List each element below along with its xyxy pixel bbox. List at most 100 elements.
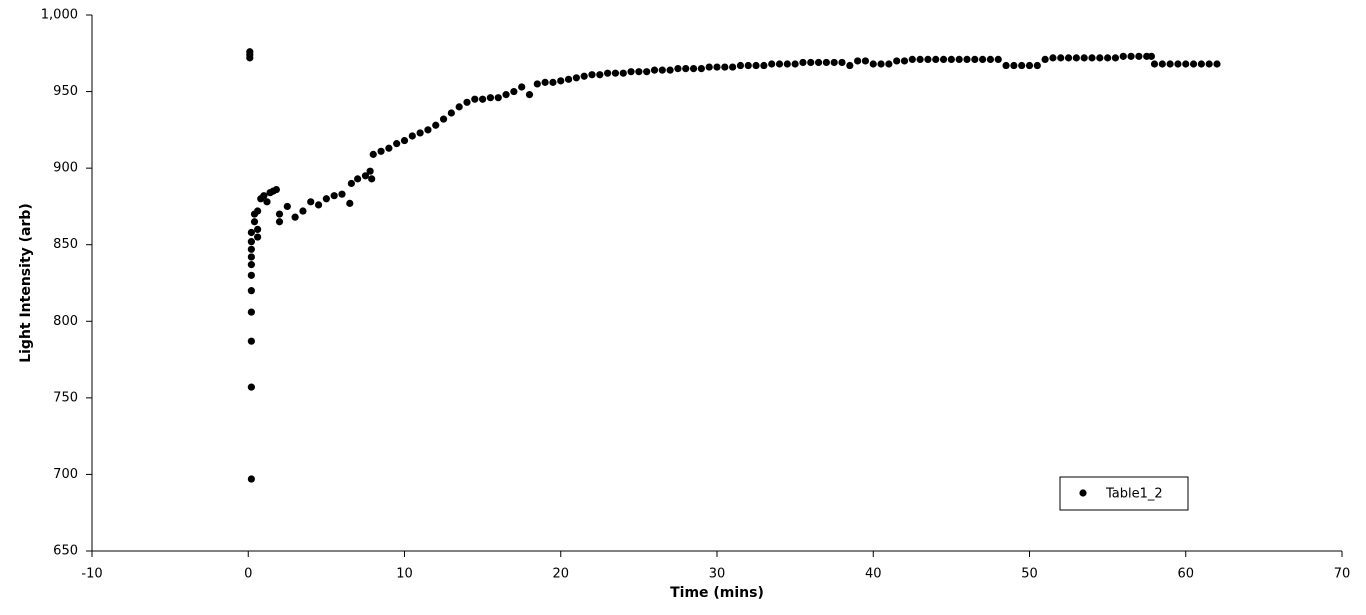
point: [557, 77, 565, 85]
point: [247, 238, 255, 246]
point: [791, 60, 799, 68]
point: [697, 65, 705, 73]
point: [674, 65, 682, 73]
point: [471, 95, 479, 103]
point: [947, 55, 955, 64]
point: [510, 87, 518, 96]
point: [368, 175, 376, 183]
point: [1182, 60, 1190, 68]
point: [246, 54, 254, 62]
point: [400, 136, 409, 145]
point: [541, 78, 549, 86]
point: [486, 94, 495, 102]
point: [1041, 55, 1049, 64]
point: [283, 202, 291, 211]
point: [291, 213, 299, 221]
legend-marker: [1079, 489, 1087, 497]
x-tick-label: 40: [865, 567, 882, 582]
point: [463, 98, 471, 106]
point: [744, 61, 752, 70]
point: [588, 71, 596, 79]
point: [955, 55, 963, 64]
point: [611, 69, 620, 77]
point: [650, 66, 659, 74]
point: [986, 55, 995, 64]
point: [424, 126, 432, 134]
y-tick-label: 850: [53, 237, 78, 252]
point: [971, 55, 979, 64]
point: [939, 55, 948, 64]
point: [1049, 54, 1057, 62]
point: [635, 68, 643, 76]
point: [1080, 54, 1088, 62]
point: [1072, 54, 1080, 62]
x-tick-label: 0: [244, 567, 252, 582]
point: [596, 71, 604, 79]
point: [263, 198, 271, 206]
point: [354, 175, 362, 183]
point: [658, 66, 666, 74]
y-tick-label: 750: [53, 390, 78, 405]
y-tick-label: 1,000: [41, 8, 78, 23]
point: [1147, 52, 1155, 60]
point: [1197, 60, 1205, 68]
point: [861, 57, 870, 65]
point: [314, 201, 323, 209]
point: [932, 55, 940, 64]
x-axis-label: Time (mins): [670, 585, 764, 601]
point: [900, 57, 909, 65]
y-tick-label: 700: [53, 467, 78, 482]
point: [1166, 60, 1174, 68]
point: [705, 63, 713, 71]
point: [518, 83, 526, 91]
point: [1158, 60, 1166, 68]
point: [393, 140, 401, 148]
point: [366, 167, 374, 175]
point: [580, 72, 588, 80]
point: [247, 271, 255, 279]
point: [408, 132, 416, 140]
point: [361, 172, 370, 180]
point: [1002, 61, 1010, 70]
point: [247, 245, 255, 253]
point: [963, 55, 971, 64]
point: [447, 109, 455, 117]
point: [254, 225, 262, 233]
point: [619, 69, 627, 77]
point: [885, 60, 893, 68]
point: [1111, 54, 1120, 62]
point: [1127, 52, 1135, 60]
x-tick-label: -10: [81, 567, 102, 582]
point: [347, 179, 355, 188]
point: [979, 55, 987, 64]
point: [643, 68, 651, 76]
point: [666, 66, 674, 74]
point: [439, 115, 448, 123]
point: [713, 63, 721, 71]
point: [533, 80, 541, 88]
point: [572, 74, 580, 82]
point: [247, 337, 255, 345]
x-tick-label: 60: [1177, 567, 1194, 582]
point: [752, 61, 760, 70]
point: [385, 144, 393, 152]
point: [247, 383, 255, 391]
point: [275, 218, 284, 226]
point: [877, 60, 885, 68]
point: [994, 55, 1002, 64]
x-tick-label: 30: [709, 567, 726, 582]
point: [1025, 61, 1034, 70]
point: [1018, 61, 1026, 70]
point: [908, 55, 916, 64]
point: [768, 60, 776, 68]
point: [854, 57, 862, 65]
point: [416, 129, 424, 137]
point: [1119, 52, 1127, 60]
point: [247, 308, 255, 316]
point: [338, 190, 346, 198]
point: [822, 58, 830, 67]
point: [799, 58, 807, 67]
point: [247, 261, 255, 269]
point: [494, 94, 502, 102]
point: [275, 210, 284, 218]
